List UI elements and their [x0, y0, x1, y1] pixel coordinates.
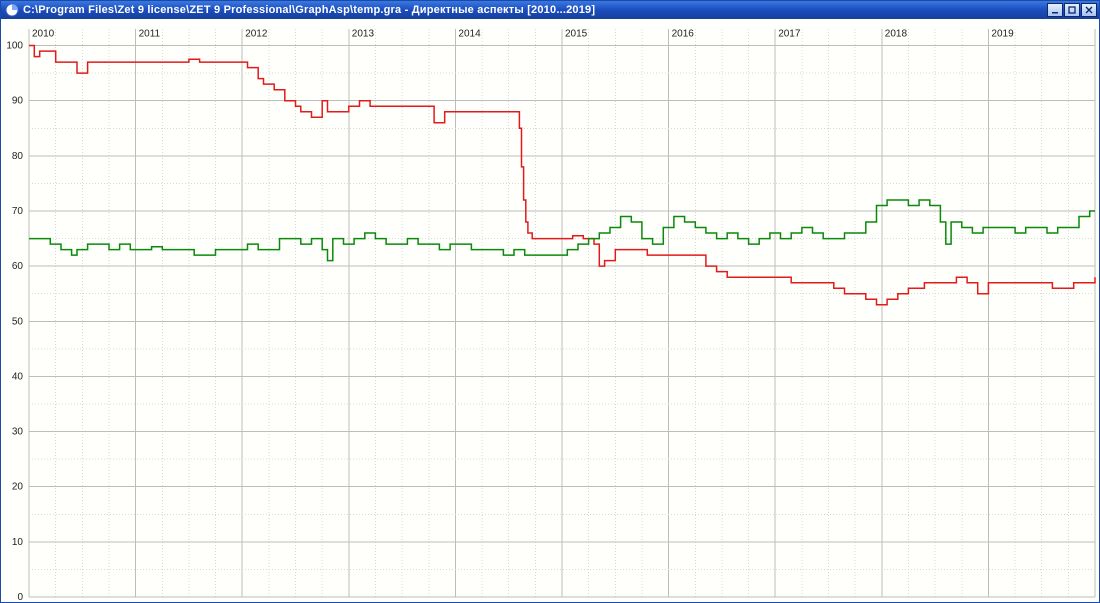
svg-text:2010: 2010 — [32, 28, 55, 39]
chart-area[interactable]: 0 10 20 30 40 50 60 70 80 90 100 2010 2011 2012 2013 20… — [1, 19, 1099, 602]
svg-text:30: 30 — [12, 427, 24, 438]
svg-text:2012: 2012 — [245, 28, 268, 39]
close-button[interactable] — [1081, 3, 1097, 17]
minimize-button[interactable] — [1047, 3, 1063, 17]
svg-text:2018: 2018 — [885, 28, 908, 39]
svg-text:2016: 2016 — [672, 28, 695, 39]
svg-text:10: 10 — [12, 537, 24, 548]
svg-text:20: 20 — [12, 482, 24, 493]
svg-text:50: 50 — [12, 316, 24, 327]
window-controls — [1046, 3, 1097, 17]
svg-text:100: 100 — [6, 41, 23, 52]
svg-text:2013: 2013 — [352, 28, 375, 39]
maximize-button[interactable] — [1064, 3, 1080, 17]
chart-svg: 0 10 20 30 40 50 60 70 80 90 100 2010 2011 2012 2013 20… — [1, 19, 1099, 602]
svg-text:40: 40 — [12, 371, 24, 382]
window-title: C:\Program Files\Zet 9 license\ZET 9 Pro… — [23, 4, 1046, 16]
app-icon — [5, 3, 19, 17]
svg-text:2011: 2011 — [139, 28, 161, 39]
titlebar[interactable]: C:\Program Files\Zet 9 license\ZET 9 Pro… — [1, 1, 1099, 19]
svg-text:60: 60 — [12, 261, 24, 272]
svg-text:2014: 2014 — [458, 28, 481, 39]
svg-text:2015: 2015 — [565, 28, 588, 39]
svg-text:2017: 2017 — [778, 28, 801, 39]
svg-text:2019: 2019 — [991, 28, 1014, 39]
svg-text:80: 80 — [12, 151, 24, 162]
svg-text:0: 0 — [17, 592, 23, 602]
svg-text:70: 70 — [12, 206, 24, 217]
svg-text:90: 90 — [12, 96, 24, 107]
app-window: C:\Program Files\Zet 9 license\ZET 9 Pro… — [0, 0, 1100, 603]
